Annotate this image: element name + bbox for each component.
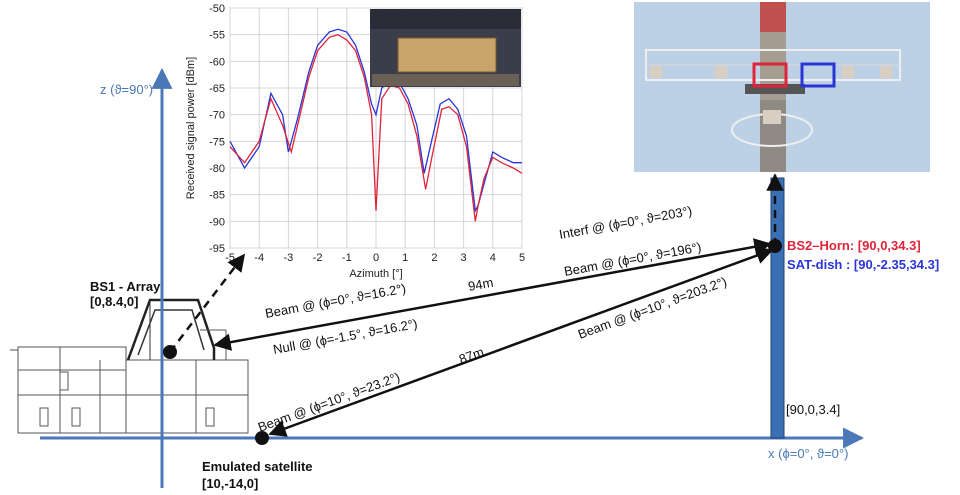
chart-y-tick-label: -90: [209, 216, 225, 228]
chart-x-tick-label: -3: [284, 252, 294, 264]
chart-x-tick-label: 1: [402, 252, 408, 264]
bs1-name: BS1 - Array: [90, 279, 161, 294]
chart-x-tick-label: -1: [342, 252, 352, 264]
chart-x-tick-label: 0: [373, 252, 379, 264]
chart-x-tick-label: 3: [461, 252, 467, 264]
bs2-horn-marker: [752, 62, 788, 88]
chart-y-tick-label: -55: [209, 30, 225, 42]
bs2-node: [768, 239, 782, 253]
satellite-coord: [10,-14,0]: [202, 476, 258, 491]
chart-y-tick-label: -80: [209, 163, 225, 175]
chart-inset-photo: [370, 9, 521, 87]
chart-y-tick-label: -70: [209, 110, 225, 122]
chart-x-tick-label: 4: [490, 252, 496, 264]
distance-bottom-label: 87m: [457, 344, 486, 367]
beam-link-bs2-satellite: [268, 247, 774, 437]
distance-top-label: 94m: [467, 275, 495, 294]
chart-x-tick-label: 5: [519, 252, 525, 264]
chart-xlabel: Azimuth [°]: [349, 268, 402, 280]
chart-series-line-2: [229, 33, 523, 222]
chart-y-tick-label: -60: [209, 56, 225, 68]
chart-y-tick-label: -50: [209, 3, 225, 15]
chart-y-tick-label: -85: [209, 190, 225, 202]
links: [169, 173, 784, 437]
beam-sat-label: Beam @ (ϕ=10°, ϑ=23.2°): [256, 369, 402, 435]
bs1-coord: [0,8.4,0]: [90, 294, 138, 309]
building-illustration: [10, 298, 249, 434]
chart-x-tick-label: -2: [313, 252, 323, 264]
chart-y-tick-label: -75: [209, 136, 225, 148]
bs1-node: [163, 345, 177, 359]
pole-base-coord: [90,0,3.4]: [786, 402, 840, 417]
bs2-horn-label: BS2–Horn: [90,0,34.3]: [787, 238, 921, 253]
chart-ylabel: Received signal power [dBm]: [185, 57, 197, 199]
chart-y-tick-label: -95: [209, 243, 225, 255]
sat-dish-marker: [800, 62, 836, 88]
interf-bs2-label: Interf @ (ϕ=0°, ϑ=203°): [558, 203, 693, 242]
chart-y-tick-label: -65: [209, 83, 225, 95]
sat-dish-label: SAT-dish : [90,-2.35,34.3]: [787, 257, 939, 272]
chart-x-tick-label: -4: [254, 252, 264, 264]
x-axis-label: x (ϕ=0°, ϑ=0°): [768, 446, 848, 461]
tower-photo: [634, 2, 930, 172]
chart-x-tick-label: -5: [225, 252, 235, 264]
tower-pole: [770, 177, 785, 439]
chart-x-tick-label: 2: [431, 252, 437, 264]
received-power-chart: -5 -4 -3 -2 -1 0 1 2 3 4 5 -50 -55 -60 -65 -70 -75 -80 -85…: [185, 3, 525, 280]
beam-bs2-sat-label: Beam @ (ϕ=10°, ϑ=203.2°): [576, 274, 729, 342]
satellite-name: Emulated satellite: [202, 459, 313, 474]
null-link-bs1-chart: [169, 253, 246, 353]
satellite-node: [255, 431, 269, 445]
z-axis-label: z (ϑ=90°): [100, 82, 153, 97]
